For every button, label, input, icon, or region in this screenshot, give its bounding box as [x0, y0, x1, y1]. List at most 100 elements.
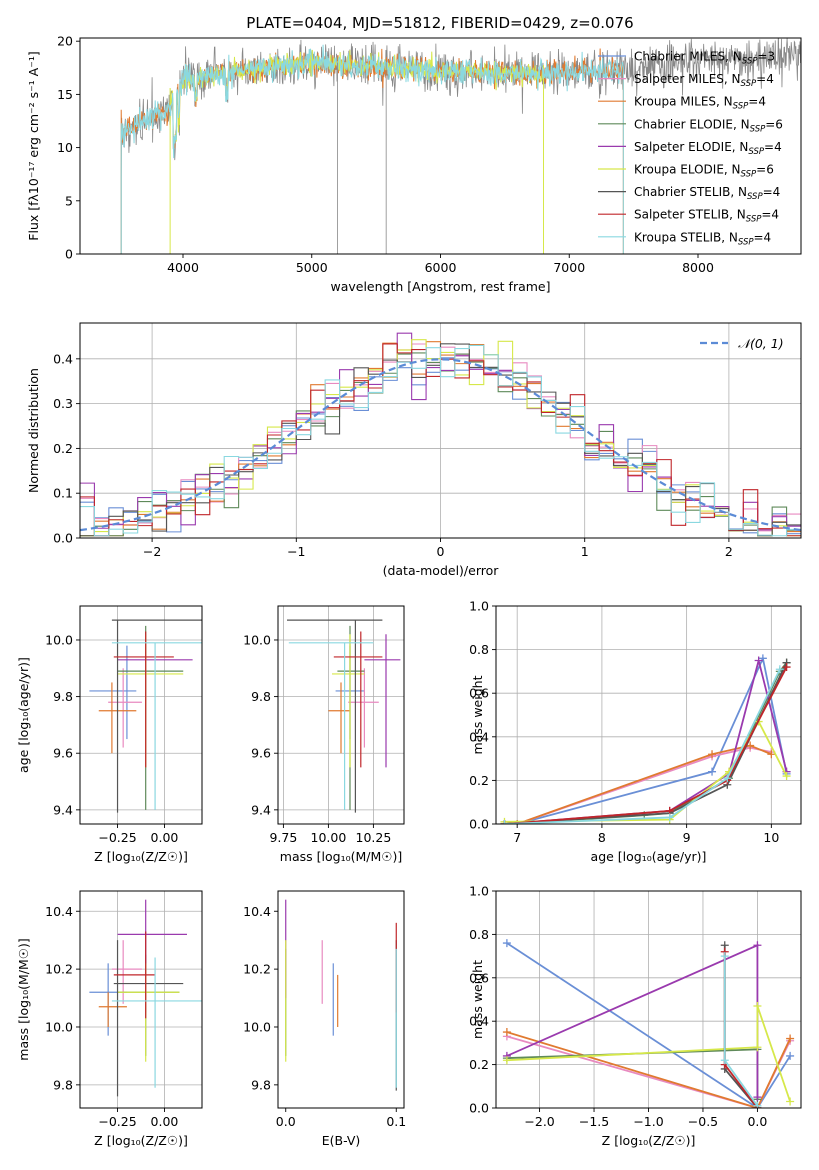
- y-tick-label: 20: [57, 34, 73, 49]
- weight-line-kroupa-elodie: [506, 1005, 791, 1102]
- axes-frame: [495, 890, 802, 1109]
- legend-label-salpeter-elodie: Salpeter ELODIE, NSSP=4: [634, 140, 782, 157]
- y-tick-label: 9.6: [251, 746, 271, 761]
- x-tick-label: 0.00: [151, 1114, 179, 1129]
- axes-frame: [79, 890, 203, 1109]
- y-tick-label: 0.6: [469, 970, 489, 985]
- x-tick-label: 0.0: [276, 1114, 296, 1129]
- y-tick-label: 9.6: [53, 746, 73, 761]
- weight-marker-salpeter-stelib: [782, 663, 791, 672]
- y-tick-label: 0.2: [53, 441, 73, 456]
- weight-marker-kroupa-elodie: [753, 1043, 762, 1052]
- x-tick-label: 7: [513, 830, 521, 845]
- y-tick-label: 9.8: [53, 1077, 73, 1092]
- y-axis-label: age [log₁₀(age/yr)]: [16, 657, 31, 773]
- weight-marker-kroupa-stelib: [723, 774, 732, 783]
- weight-line-kroupa-stelib: [504, 668, 781, 824]
- legend-label-gaussian: 𝒩(0, 1): [738, 336, 784, 351]
- histogram-kroupa-stelib: [80, 344, 801, 537]
- weight-line-kroupa-miles: [506, 1031, 791, 1108]
- y-axis-label: Flux [fλ10⁻¹⁷ erg cm⁻² s⁻¹ A⁻¹]: [26, 51, 41, 240]
- panel-mass-vs-EBV: 0.0 0.1 9.8 10.0 10.2 10.4 E(B-V): [243, 890, 406, 1148]
- weight-line-kroupa-stelib: [723, 956, 759, 1107]
- plot-area: [500, 654, 791, 824]
- legend-label-salpeter-miles: Salpeter MILES, NSSP=4: [634, 72, 774, 89]
- y-axis-label: mass weight: [470, 675, 485, 754]
- weight-marker-kroupa-stelib: [720, 952, 729, 961]
- plot-area: [120, 38, 801, 254]
- plot-area: [89, 619, 202, 813]
- weight-marker-kroupa-elodie: [782, 772, 791, 781]
- axes-frame: [495, 605, 802, 825]
- weight-marker-kroupa-miles: [708, 750, 717, 759]
- y-tick-label: 10.0: [243, 1019, 271, 1034]
- y-tick-label: 5: [65, 193, 73, 208]
- x-tick-label: 6000: [425, 260, 457, 275]
- x-tick-label: −1: [287, 544, 305, 559]
- y-tick-label: 0.8: [469, 642, 489, 657]
- y-tick-label: 0.0: [469, 1101, 489, 1116]
- x-tick-label: 10.25: [356, 830, 392, 845]
- y-tick-label: 9.8: [53, 689, 73, 704]
- x-tick-label: 9.75: [269, 830, 297, 845]
- panel-age-vs-Z: −0.25 0.00 9.4 9.6 9.8 10.0 Z [log₁₀(Z/Z☉)] age…: [16, 605, 203, 864]
- x-axis-label: wavelength [Angstrom, rest frame]: [330, 279, 550, 294]
- weight-line-chabrier-miles: [506, 942, 791, 1108]
- y-tick-label: 0.2: [469, 773, 489, 788]
- x-tick-label: −1.0: [633, 1114, 663, 1129]
- y-tick-label: 0.4: [53, 351, 73, 366]
- x-tick-label: 10.00: [311, 830, 347, 845]
- axes-frame: [79, 322, 802, 539]
- weight-marker-kroupa-stelib: [665, 813, 674, 822]
- x-tick-label: 0.00: [151, 830, 179, 845]
- weight-marker-kroupa-elodie: [786, 1097, 795, 1106]
- x-axis-label: Z [log₁₀(Z/Z☉)]: [94, 1133, 188, 1148]
- panel-weight-vs-Z: −2.0 −1.5 −1.0 −0.5 0.0 0.0 0.2 0.4 0.6 0.8 1.0 Z […: [469, 884, 802, 1148]
- y-tick-label: 10.2: [45, 962, 73, 977]
- legend-label-kroupa-stelib: Kroupa STELIB, NSSP=4: [634, 230, 771, 247]
- y-tick-label: 0.1: [53, 486, 73, 501]
- legend-label-salpeter-stelib: Salpeter STELIB, NSSP=4: [634, 208, 779, 225]
- weight-marker-salpeter-elodie: [753, 1093, 762, 1102]
- x-tick-label: 8: [598, 830, 606, 845]
- x-axis-label: E(B-V): [322, 1133, 361, 1148]
- plot-area: [287, 619, 401, 813]
- weight-marker-kroupa-stelib: [775, 665, 784, 674]
- y-tick-label: 0: [65, 247, 73, 262]
- y-tick-label: 9.4: [251, 802, 271, 817]
- weight-marker-kroupa-miles: [767, 750, 776, 759]
- x-tick-label: 10: [763, 830, 779, 845]
- y-tick-label: 0.4: [469, 1014, 489, 1029]
- gaussian-curve: [80, 358, 801, 532]
- y-axis-label: Normed distribution: [26, 368, 41, 493]
- y-tick-label: 9.8: [251, 689, 271, 704]
- weight-marker-chabrier-miles: [758, 654, 767, 663]
- panel-weight-vs-age: 7 8 9 10 0.0 0.2 0.4 0.6 0.8 1.0 age [log₁₀(age/yr…: [469, 599, 802, 864]
- x-axis-label: mass [log₁₀(M/M☉)]: [280, 849, 402, 864]
- weight-marker-kroupa-stelib: [753, 1101, 762, 1108]
- axes-frame: [79, 37, 802, 255]
- axes-frame: [277, 890, 405, 1109]
- x-tick-label: −0.5: [688, 1114, 718, 1129]
- weight-marker-kroupa-miles: [502, 1028, 511, 1037]
- y-tick-label: 10.2: [243, 962, 271, 977]
- weight-marker-kroupa-miles: [786, 1034, 795, 1043]
- panel-residuals: −2 −1 0 1 2 0.0 0.1 0.2 0.3 0.4 (data-model)/error…: [26, 322, 802, 578]
- y-tick-label: 10.0: [243, 632, 271, 647]
- legend-label-kroupa-miles: Kroupa MILES, NSSP=4: [634, 95, 766, 112]
- plot-area: [285, 899, 397, 1091]
- y-axis-label: mass [log₁₀(M/M☉)]: [16, 938, 31, 1060]
- weight-marker-kroupa-miles: [746, 741, 755, 750]
- x-tick-label: 7000: [553, 260, 585, 275]
- plot-area: [89, 899, 202, 1097]
- x-axis-label: (data-model)/error: [383, 563, 500, 578]
- y-tick-label: 9.4: [53, 802, 73, 817]
- model-spectrum-stelib: [120, 44, 624, 254]
- y-tick-label: 0.6: [469, 686, 489, 701]
- legend-label-chabrier-stelib: Chabrier STELIB, NSSP=4: [634, 185, 780, 202]
- weight-marker-kroupa-elodie: [502, 1056, 511, 1065]
- y-tick-label: 10.0: [45, 1019, 73, 1034]
- model-spectrum-miles: [120, 48, 624, 254]
- weight-line-chabrier-elodie: [506, 1048, 759, 1100]
